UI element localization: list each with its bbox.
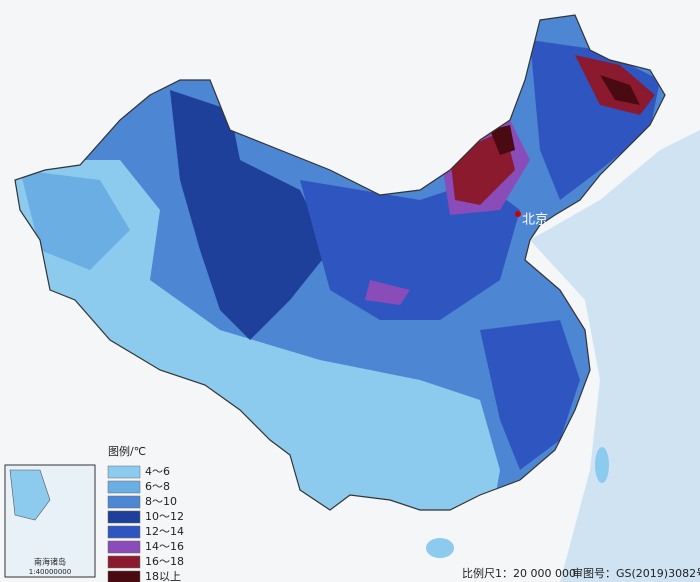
legend-swatch — [107, 570, 141, 582]
region — [170, 90, 330, 340]
legend: 图例/℃ 4～6 6～8 8～10 10～12 12～14 14～16 16～18 18以上 — [107, 444, 184, 582]
legend-label: 6～8 — [145, 480, 170, 493]
legend-swatch — [107, 555, 141, 569]
capital-marker — [515, 211, 521, 217]
taiwan — [595, 447, 609, 483]
legend-label: 10～12 — [145, 510, 184, 523]
legend-swatch — [107, 510, 141, 524]
region — [365, 280, 410, 305]
legend-swatch — [107, 465, 141, 479]
legend-title: 图例/℃ — [108, 444, 146, 458]
border — [14, 14, 666, 511]
scale: 比例尺1：20 000 000 — [462, 566, 576, 580]
region — [480, 320, 580, 470]
legend-label: 12～14 — [145, 525, 184, 538]
hainan — [426, 538, 454, 558]
legend-swatch — [107, 495, 141, 509]
legend-swatch — [107, 480, 141, 494]
legend-label: 8～10 — [145, 495, 177, 508]
city-label: 北京 — [522, 213, 548, 228]
inset-label: 南海诸岛 — [34, 557, 66, 567]
region — [300, 180, 520, 320]
inset-scale: 1:40000000 — [29, 568, 71, 576]
approval: 审图号：GS(2019)3082号 — [572, 566, 700, 580]
inset-land — [9, 469, 51, 521]
legend-label: 16～18 — [145, 555, 184, 568]
region — [490, 125, 515, 155]
legend-swatch — [107, 525, 141, 539]
sea — [530, 130, 700, 582]
legend-swatch — [107, 540, 141, 554]
legend-label: 4～6 — [145, 465, 170, 478]
legend-label: 18以上 — [145, 570, 181, 582]
region — [20, 170, 130, 270]
legend-label: 14～16 — [145, 540, 184, 553]
region — [600, 75, 640, 105]
